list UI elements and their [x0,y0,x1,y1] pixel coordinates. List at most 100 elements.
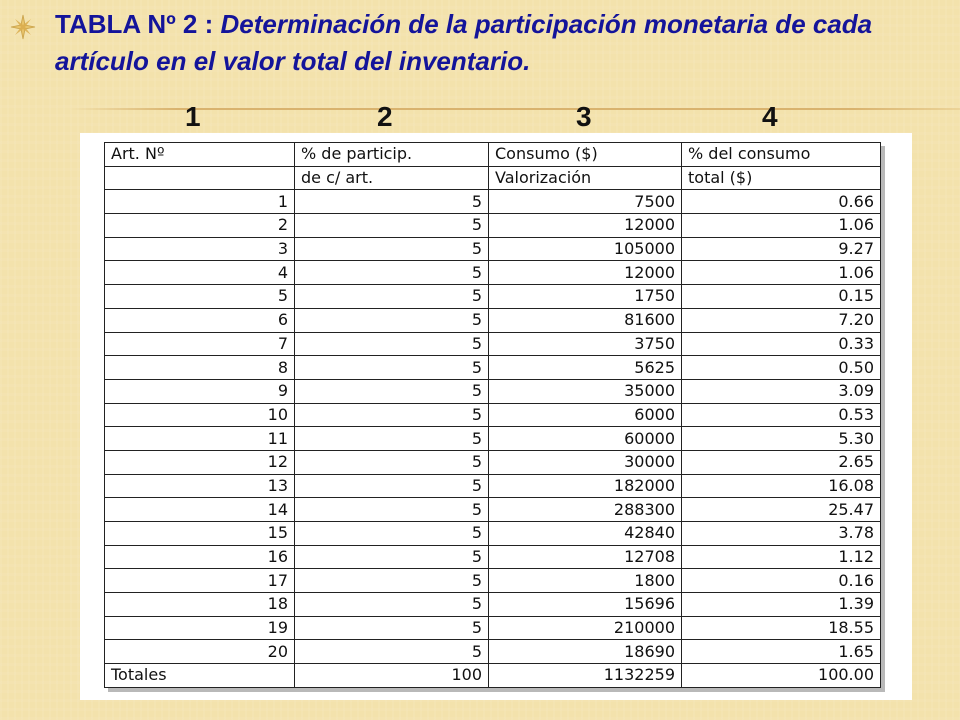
table-row: 19 5 210000 18.55 [104,615,881,641]
table-cell: 3.09 [681,378,881,404]
table-cell: 100.00 [681,663,881,688]
table-cell: 1132259 [488,663,682,688]
column-number-3: 3 [576,101,592,132]
table-cell: 18690 [488,639,682,665]
title-main: Determinación de la participación moneta… [55,9,873,76]
header-cell: Art. Nº [104,142,295,167]
table-cell: 2.65 [681,449,881,475]
table-cell: 1750 [488,284,682,309]
table-cell: 4 [104,260,295,286]
table-cell: 1.06 [681,260,881,286]
table-cell: 5 [294,260,489,286]
table-row: 10 5 6000 0.53 [104,402,881,428]
table-cell: 105000 [488,236,682,262]
column-number-1: 1 [185,101,201,132]
table-cell: 210000 [488,615,682,641]
table-cell: 5625 [488,355,682,380]
table-row: 13 5 182000 16.08 [104,473,881,499]
table-cell: 5 [294,639,489,665]
table-cell: 10 [104,402,295,428]
table-row: 9 5 35000 3.09 [104,378,881,404]
table-cell: 18.55 [681,615,881,641]
table-cell: 12708 [488,544,682,570]
table-cell: 15 [104,521,295,546]
table-cell: 12000 [488,213,682,238]
table-cell: 7500 [488,189,682,215]
table-row: 15 5 42840 3.78 [104,521,881,546]
table-cell: 100 [294,663,489,688]
table-cell: 5 [294,355,489,380]
header-cell: total ($) [681,165,881,191]
header-cell [104,165,295,191]
table-cell: 17 [104,568,295,594]
table-cell: 13 [104,473,295,499]
table-cell: 5 [294,426,489,451]
table-cell: 0.16 [681,568,881,594]
table-cell: 5 [294,568,489,594]
table-cell: 9.27 [681,236,881,262]
table-cell: 7 [104,331,295,357]
table-cell: 5 [294,449,489,475]
table-cell: 19 [104,615,295,641]
table-cell: 0.53 [681,402,881,428]
table-cell: 12 [104,449,295,475]
table-cell: 9 [104,378,295,404]
header-cell: Valorización [488,165,682,191]
table-cell: 5 [294,402,489,428]
table-cell: Totales [104,663,295,688]
table-row: 7 5 3750 0.33 [104,331,881,357]
table-cell: 5 [294,307,489,333]
table-row: 1 5 7500 0.66 [104,189,881,215]
table-cell: 6 [104,307,295,333]
slide-title: TABLA Nº 2 : Determinación de la partici… [55,6,950,80]
table-cell: 42840 [488,521,682,546]
table-cell: 5 [294,497,489,522]
table-cell: 5 [294,189,489,215]
table-cell: 30000 [488,449,682,475]
table-cell: 60000 [488,426,682,451]
table-cell: 5 [294,473,489,499]
table-cell: 1.39 [681,592,881,617]
title-lead: TABLA Nº 2 : [55,9,221,39]
table-row: 14 5 288300 25.47 [104,497,881,522]
header-cell: de c/ art. [294,165,489,191]
table-cell: 5 [294,615,489,641]
table-cell: 182000 [488,473,682,499]
table-row: 5 5 1750 0.15 [104,284,881,309]
header-cell: Consumo ($) [488,142,682,167]
table-row: 18 5 15696 1.39 [104,592,881,617]
table-cell: 1800 [488,568,682,594]
table-cell: 5 [294,521,489,546]
table-cell: 0.33 [681,331,881,357]
table-row: 17 5 1800 0.16 [104,568,881,594]
header-cell: % de particip. [294,142,489,167]
table-cell: 7.20 [681,307,881,333]
table-cell: 5 [104,284,295,309]
inventory-table: Art. Nº % de particip. Consumo ($) % del… [104,142,881,688]
table-cell: 12000 [488,260,682,286]
table-row: 20 5 18690 1.65 [104,639,881,665]
table-cell: 6000 [488,402,682,428]
table-row: 6 5 81600 7.20 [104,307,881,333]
table-cell: 5 [294,284,489,309]
table-cell: 20 [104,639,295,665]
table-cell: 5 [294,331,489,357]
table-cell: 0.66 [681,189,881,215]
table-cell: 1 [104,189,295,215]
table-cell: 18 [104,592,295,617]
table-cell: 5.30 [681,426,881,451]
table-cell: 15696 [488,592,682,617]
table-cell: 3.78 [681,521,881,546]
table-cell: 14 [104,497,295,522]
table-cell: 3750 [488,331,682,357]
table-cell: 35000 [488,378,682,404]
table-cell: 5 [294,544,489,570]
table-cell: 3 [104,236,295,262]
table-cell: 5 [294,213,489,238]
table-cell: 25.47 [681,497,881,522]
table-cell: 8 [104,355,295,380]
table-cell: 5 [294,236,489,262]
column-number-2: 2 [377,101,393,132]
table-row: 4 5 12000 1.06 [104,260,881,286]
table-cell: 5 [294,592,489,617]
